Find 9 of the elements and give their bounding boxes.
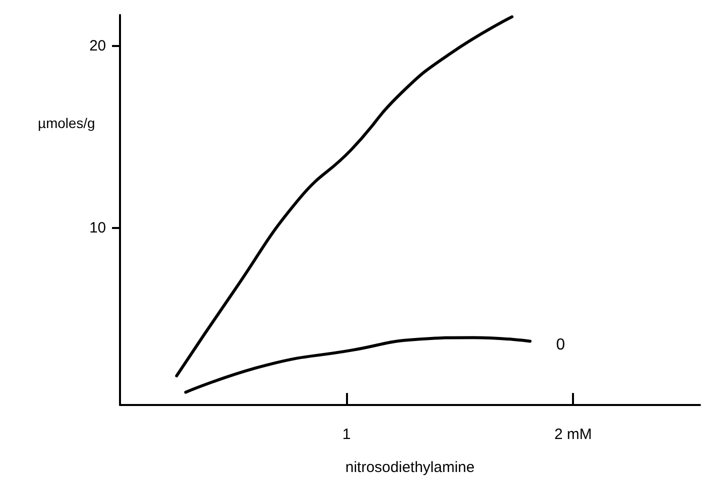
x-tick-label: 1 — [342, 426, 351, 443]
x-axis-title: nitrosodiethylamine — [345, 459, 475, 476]
line-series — [184, 336, 532, 394]
y-tick-label: 20 — [89, 37, 106, 54]
x-tick-label: 2 mM — [554, 426, 592, 443]
series-label: 0 — [556, 336, 566, 354]
y-axis-title: µmoles/g — [38, 115, 95, 131]
line-series — [175, 15, 514, 378]
y-tick-label: 10 — [89, 220, 106, 237]
